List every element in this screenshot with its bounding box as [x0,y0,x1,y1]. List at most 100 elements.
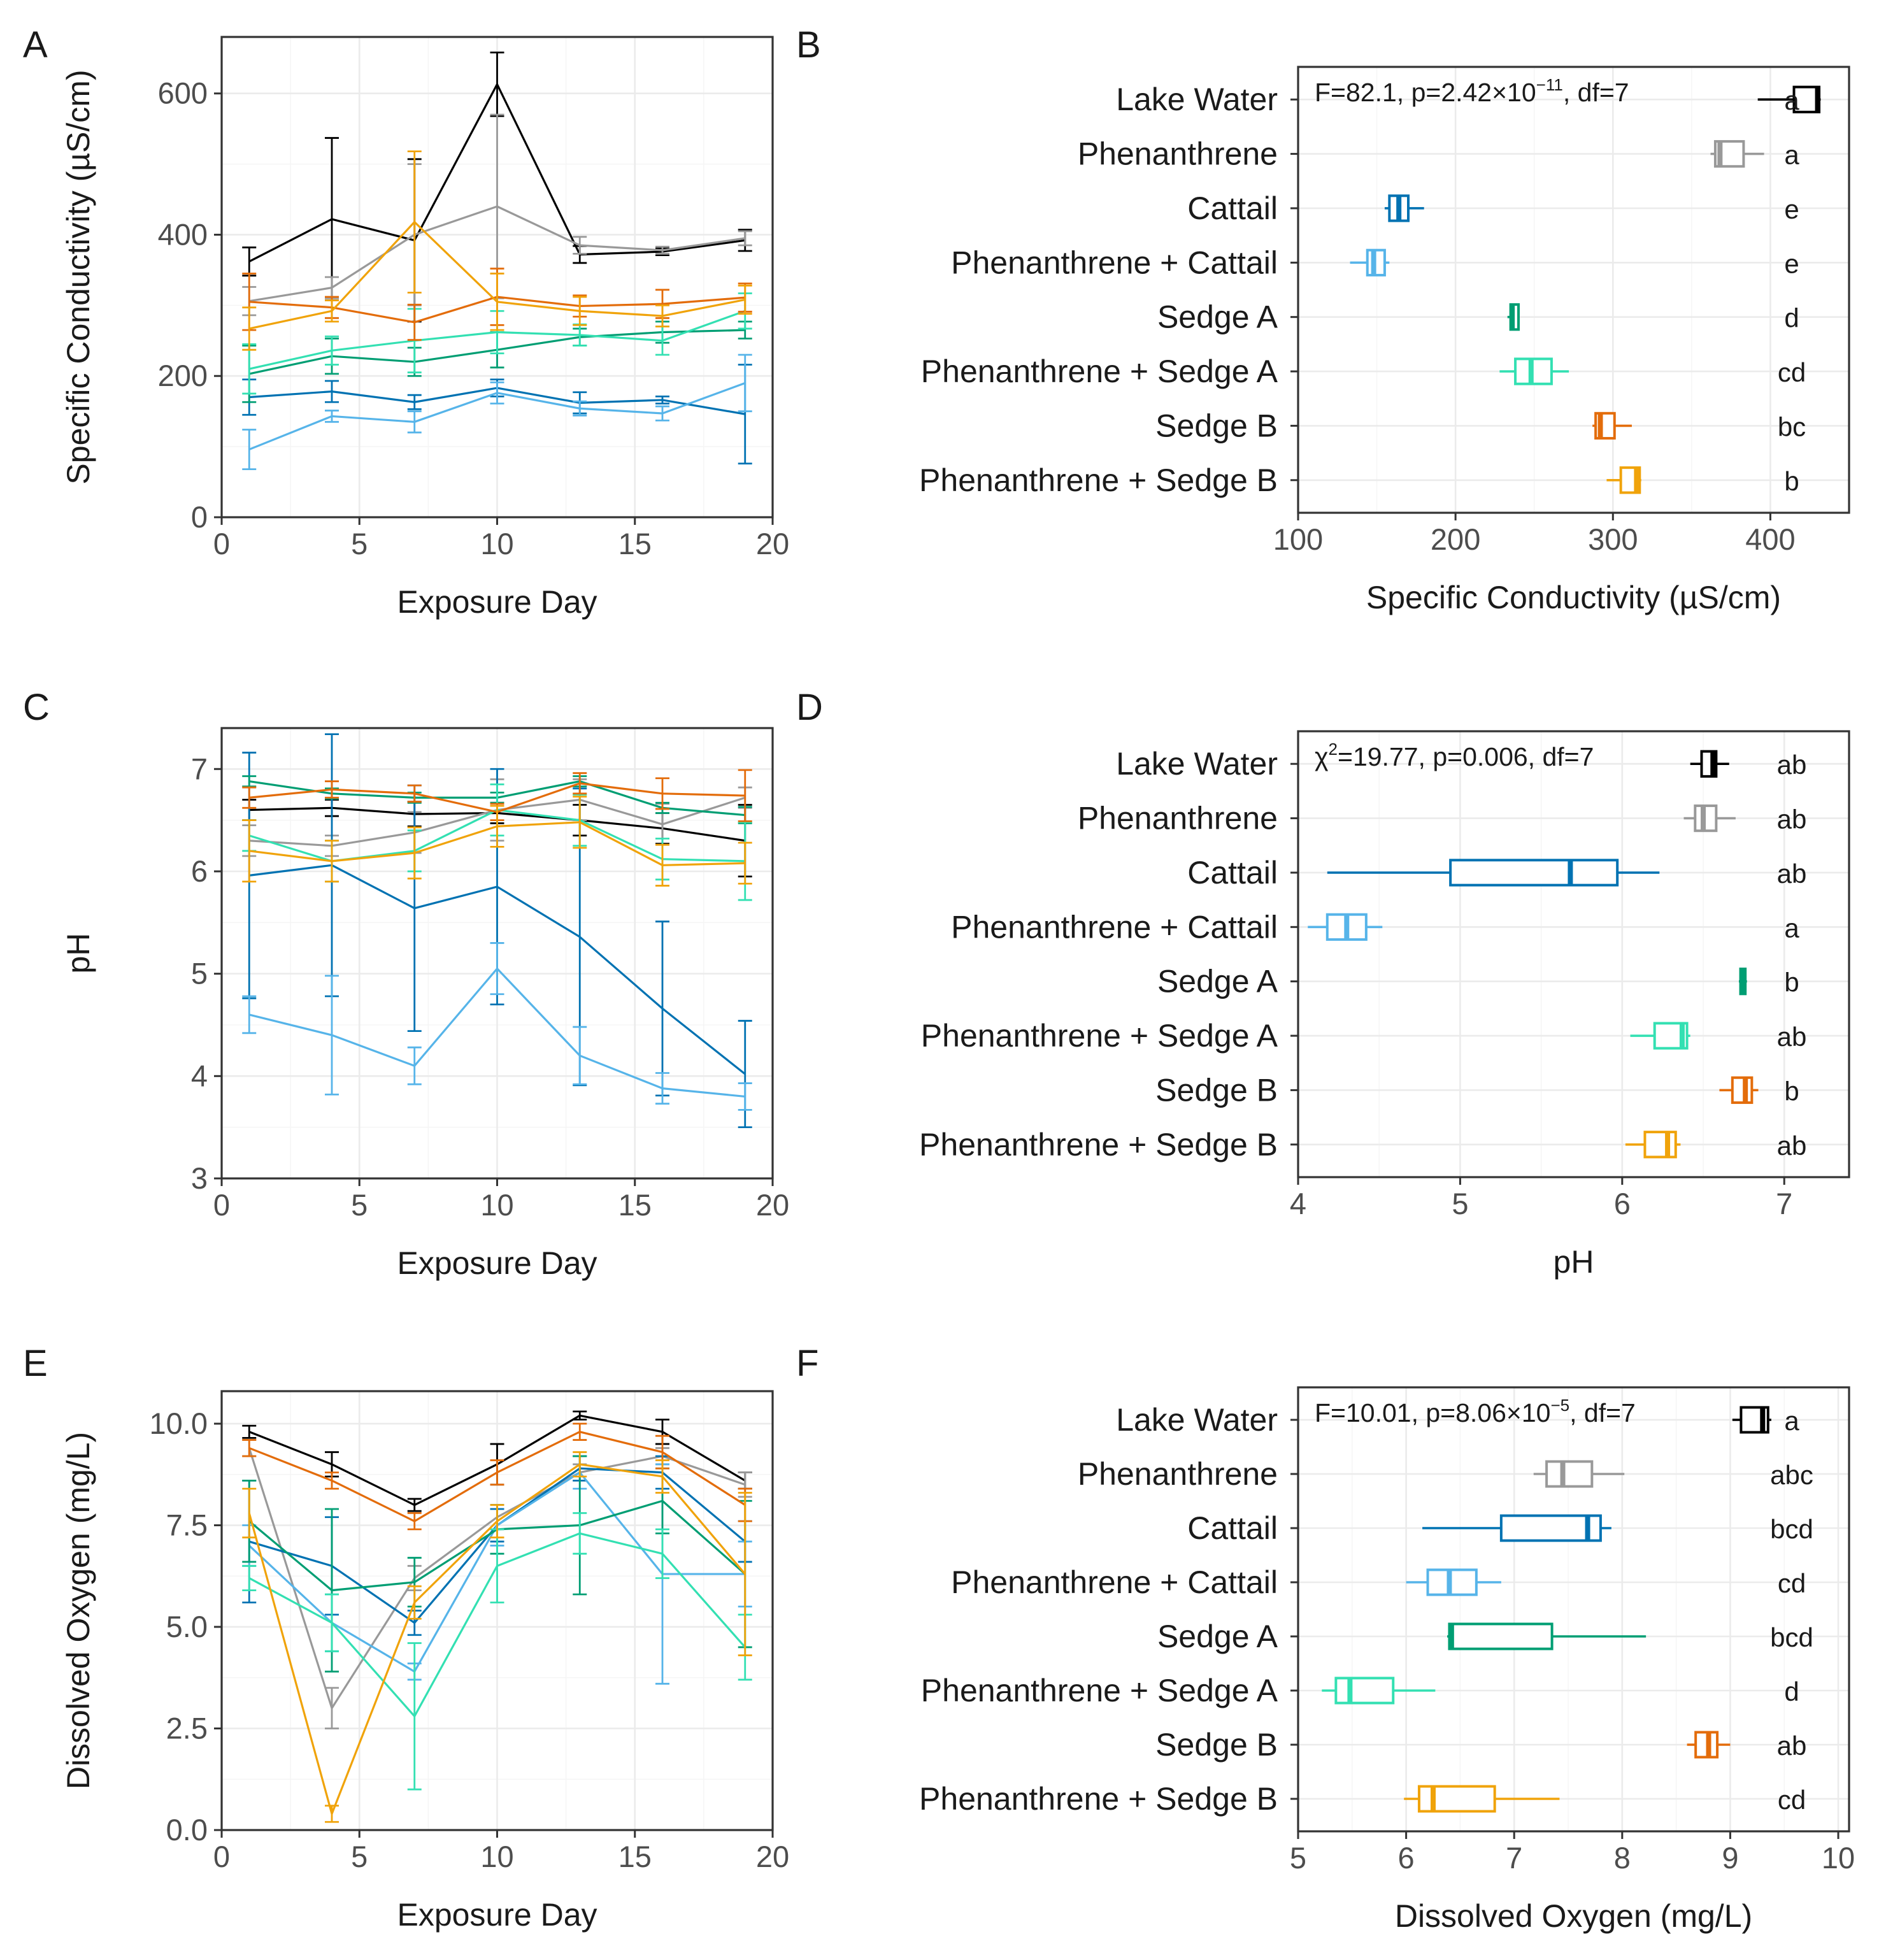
x-tick-label: 5 [351,1188,368,1222]
stat-rest: , df=7 [1569,1398,1636,1427]
x-axis-title: Exposure Day [397,1897,597,1933]
significance-letter: ab [1777,750,1807,780]
box-lake-water [1757,85,1821,113]
x-tick-label: 200 [1431,522,1480,556]
significance-letter: a [1784,913,1799,943]
box-iqr [1426,1568,1478,1596]
y-tick-label: 0 [191,500,208,534]
category-label: Lake Water [1116,746,1278,782]
stat-annotation: F=82.1, p=2.42×10−11, df=7 [1315,75,1629,107]
box-sedge-b [1687,1731,1731,1759]
box-phenanthrene-sedge-b [1606,466,1641,494]
box-sedge-b [1719,1076,1759,1105]
category-label: Phenanthrene [1078,801,1278,836]
category-label: Phenanthrene + Cattail [951,1564,1278,1600]
box-cattail [1384,194,1424,222]
significance-letter: cd [1778,1785,1806,1815]
box-iqr [1792,85,1821,113]
x-tick-label: 0 [213,1840,230,1873]
box-phenanthrene-cattail [1350,248,1390,276]
chart-C: 0 5 10 15 20 3 4 5 6 7 Exposure Day pH C [23,687,789,1281]
stat-superscript: −11 [1536,75,1563,94]
box-iqr [1417,1785,1496,1813]
y-tick-label: 5.0 [166,1610,208,1643]
panel-letter: C [23,687,50,728]
panel-letter: F [796,1343,818,1384]
box-phenanthrene-sedge-b [1625,1131,1681,1159]
y-tick-label: 2.5 [166,1712,208,1745]
box-phenanthrene-sedge-a [1630,1022,1690,1050]
x-tick-label: 5 [351,527,368,561]
plot-frame [1297,730,1850,1178]
box-iqr [1545,1460,1594,1488]
category-label: Phenanthrene + Sedge B [919,462,1278,498]
category-label: Phenanthrene [1078,1456,1278,1492]
box-phenanthrene-sedge-a [1322,1677,1436,1705]
stat-rest: , df=7 [1563,78,1629,107]
y-axis-title: Specific Conductivity (µS/cm) [61,69,96,484]
x-tick-label: 6 [1614,1187,1631,1220]
significance-letter: a [1784,140,1799,170]
box-phenanthrene [1533,1460,1625,1488]
category-label: Cattail [1187,855,1278,891]
x-tick-label: 15 [618,1840,652,1873]
category-label: Lake Water [1116,82,1278,117]
box-phenanthrene [1710,139,1764,168]
x-tick-label: 9 [1722,1841,1738,1875]
box-sedge-b [1592,411,1632,440]
panel-letter: E [23,1343,48,1384]
y-axis-title: pH [61,933,96,974]
series-sedge-b [242,1422,752,1531]
box-lake-water [1690,750,1729,778]
significance-letter: ab [1777,859,1807,889]
y-tick-label: 7 [191,752,208,785]
plot-frame [1297,1386,1850,1833]
x-tick-label: 7 [1506,1841,1522,1875]
x-tick-label: 5 [351,1840,368,1873]
x-axis-title: Dissolved Oxygen (mg/L) [1395,1898,1752,1934]
box-phenanthrene [1683,804,1736,833]
x-tick-label: 5 [1452,1187,1468,1220]
x-tick-label: 20 [756,1840,789,1873]
category-label: Phenanthrene + Sedge A [921,1018,1278,1054]
category-label: Sedge B [1155,1072,1278,1108]
x-axis-title: Exposure Day [397,1245,597,1281]
y-axis-title: Dissolved Oxygen (mg/L) [61,1432,96,1789]
category-label: Sedge B [1155,408,1278,443]
panel-letter: A [23,24,48,66]
series-phenanthrene-cattail [242,942,752,1111]
box-iqr [1449,859,1619,887]
significance-letter: cd [1778,1568,1806,1598]
box-cattail [1422,1514,1611,1542]
panel-letter: B [796,24,821,66]
y-tick-label: 6 [191,854,208,888]
category-label: Phenanthrene + Sedge B [919,1781,1278,1817]
x-tick-label: 0 [213,1188,230,1222]
box-phenanthrene-cattail [1308,913,1383,941]
category-label: Phenanthrene + Sedge B [919,1127,1278,1162]
stat-superscript: −5 [1550,1396,1569,1415]
significance-letter: d [1784,1677,1799,1706]
x-tick-label: 15 [618,527,652,561]
significance-letter: ab [1777,805,1807,834]
x-tick-label: 20 [756,1188,789,1222]
box-iqr [1448,1622,1554,1650]
x-tick-label: 20 [756,527,789,561]
x-tick-label: 5 [1290,1841,1306,1875]
series-phenanthrene-cattail [242,354,752,470]
category-label: Sedge A [1157,1619,1278,1654]
significance-letter: abc [1770,1460,1813,1490]
significance-letter: cd [1778,357,1806,387]
x-tick-label: 10 [1822,1841,1855,1875]
x-tick-label: 15 [618,1188,652,1222]
y-tick-label: 3 [191,1161,208,1195]
x-tick-label: 400 [1745,522,1795,556]
category-label: Sedge B [1155,1727,1278,1763]
category-label: Phenanthrene + Sedge A [921,354,1278,389]
box-phenanthrene-cattail [1406,1568,1501,1596]
chart-D: Lake Water ab Phenanthrene ab Cattail ab Phena… [796,687,1850,1280]
x-tick-label: 10 [480,1188,513,1222]
box-sedge-a [1507,303,1520,331]
chart-E: 0 5 10 15 20 0.0 2.5 5.0 7.5 10.0 Exposure Day Diss… [23,1343,789,1933]
